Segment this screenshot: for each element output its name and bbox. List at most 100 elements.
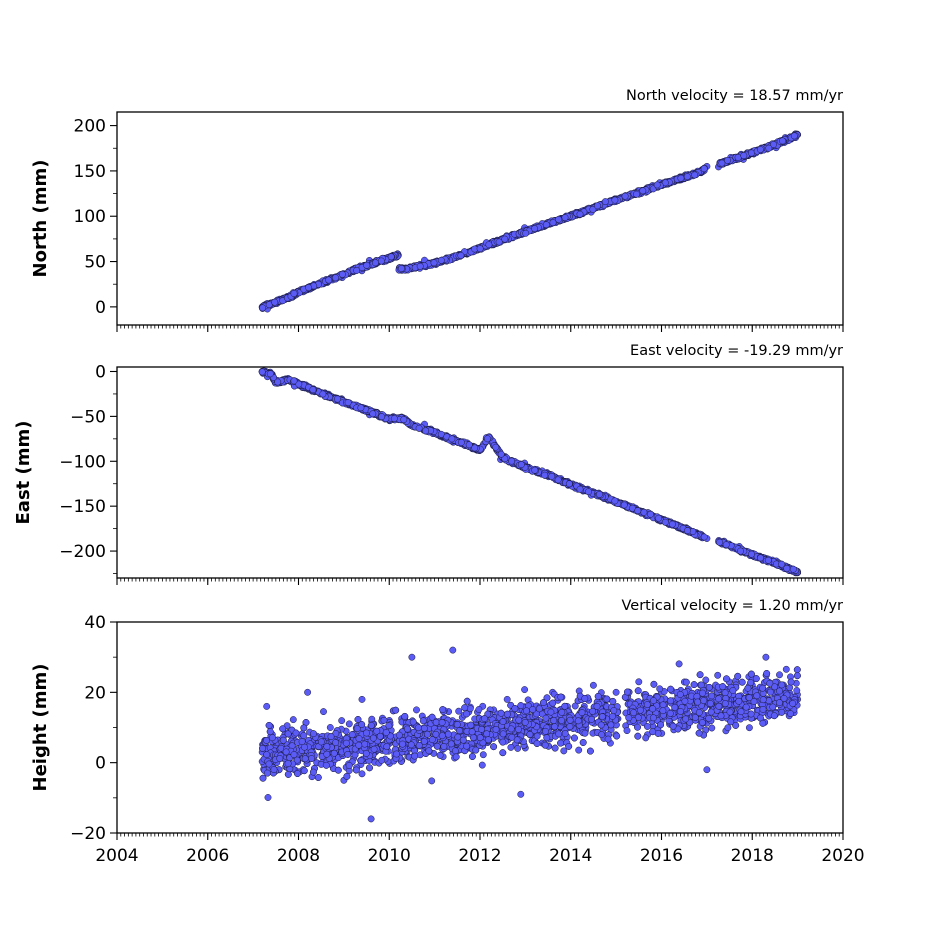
north-data-point [531, 225, 539, 233]
north-data-point [371, 259, 379, 267]
north-y-tick-label: 50 [84, 253, 106, 273]
east-data-point [640, 508, 648, 516]
north-data-point [485, 241, 493, 249]
east-data-point [596, 490, 603, 498]
north-data-point [271, 298, 279, 306]
north-data-point [353, 267, 361, 274]
east-data-point [400, 416, 408, 424]
east-y-tick-label: −50 [70, 407, 106, 427]
north-data-point [740, 152, 748, 160]
east-y-axis: 0 −50 −100 −150 −200 [59, 362, 117, 574]
height-points [258, 646, 802, 823]
east-data-point [700, 533, 708, 541]
east-data-point [716, 538, 724, 546]
east-data-point [585, 488, 592, 496]
east-data-point [448, 435, 456, 443]
east-data-point [684, 527, 691, 535]
north-data-point [718, 159, 726, 167]
north-data-point [724, 156, 732, 164]
east-data-point [565, 480, 573, 488]
east-data-point [661, 518, 669, 526]
north-data-point [594, 202, 601, 210]
east-data-point [554, 476, 562, 484]
north-data-point [363, 261, 371, 269]
east-data-point [668, 520, 676, 528]
east-data-point [274, 378, 282, 386]
east-data-point [778, 560, 786, 568]
north-axes-frame [116, 111, 844, 326]
east-data-point [378, 413, 386, 421]
north-data-point [691, 171, 699, 179]
north-data-point [653, 181, 661, 189]
height-data-point [762, 653, 770, 661]
north-x-axis [116, 325, 844, 332]
height-data-point [408, 653, 416, 661]
height-data-point [338, 717, 346, 725]
north-data-point [476, 245, 484, 253]
east-data-point [290, 377, 298, 385]
north-data-point [416, 262, 424, 270]
east-data-point [548, 472, 556, 480]
east-data-point [634, 507, 642, 515]
north-data-point [748, 149, 755, 157]
north-data-point [734, 154, 742, 161]
height-data-point [304, 688, 312, 696]
east-data-point [764, 556, 772, 564]
north-data-point [549, 219, 557, 227]
east-data-point [390, 415, 398, 423]
east-y-tick-label: −100 [59, 452, 106, 472]
east-data-point [319, 390, 327, 398]
north-data-point [576, 210, 584, 218]
east-data-point [422, 427, 430, 435]
north-data-point [639, 187, 647, 195]
east-y-axis-label: East (mm) [13, 421, 34, 525]
east-data-point [357, 404, 365, 412]
east-x-axis [116, 578, 844, 585]
north-data-point [501, 235, 509, 243]
east-data-point [647, 510, 654, 518]
north-y-tick-label: 100 [74, 207, 106, 227]
east-data-point [344, 399, 352, 406]
east-data-point [620, 501, 628, 509]
east-y-tick-label: −200 [59, 542, 106, 562]
east-data-point [737, 547, 744, 555]
east-y-tick-label: 0 [95, 362, 106, 382]
height-data-point [589, 681, 597, 689]
north-data-point [700, 165, 708, 173]
east-panel: 0 −50 −100 −150 −200 East (mm) East velocity =… [13, 343, 844, 585]
north-data-point [765, 144, 773, 152]
north-data-point [495, 238, 503, 246]
east-data-point [492, 443, 500, 451]
height-data-point [449, 646, 457, 654]
north-data-point [338, 270, 346, 278]
height-data-point [776, 671, 783, 679]
east-data-point [457, 438, 465, 446]
height-data-point [358, 695, 366, 703]
east-y-tick-label: −150 [59, 497, 106, 517]
north-data-point [290, 290, 298, 297]
height-data-point [517, 790, 525, 798]
height-data-point [326, 724, 334, 731]
height-data-point [503, 695, 511, 703]
north-data-point [683, 173, 691, 181]
north-data-point [437, 256, 445, 264]
east-velocity-annotation: East velocity = -19.29 mm/yr [630, 343, 843, 359]
east-data-point [465, 441, 473, 449]
north-data-point [305, 284, 313, 292]
north-data-point [601, 198, 609, 206]
east-data-point [789, 565, 797, 573]
north-data-point [621, 192, 629, 200]
north-data-point [377, 257, 385, 265]
east-data-point [517, 461, 525, 469]
height-data-point [367, 815, 375, 823]
east-data-point [783, 564, 791, 572]
east-data-point [611, 497, 619, 505]
north-data-point [790, 132, 798, 140]
east-data-point [541, 471, 549, 479]
north-data-point [555, 215, 563, 223]
east-points [258, 367, 802, 577]
north-data-point [522, 229, 530, 237]
